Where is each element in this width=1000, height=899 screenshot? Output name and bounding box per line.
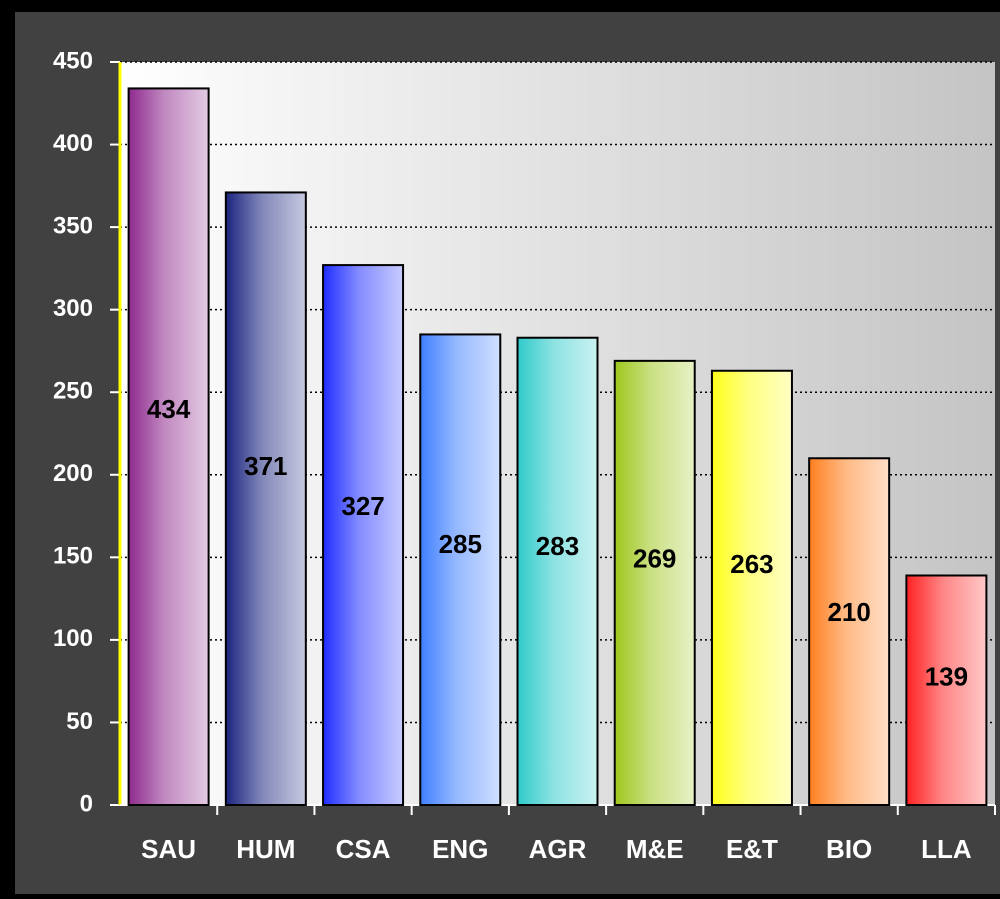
y-tick-label: 200: [53, 460, 93, 487]
x-tick-label: LLA: [921, 834, 972, 864]
value-label: 371: [244, 451, 287, 481]
y-tick-label: 400: [53, 130, 93, 157]
bar: [905, 574, 988, 806]
bar: [516, 336, 599, 806]
bar: [710, 369, 793, 806]
value-label: 263: [730, 549, 773, 579]
value-label: 269: [633, 544, 676, 574]
y-tick-label: 250: [53, 378, 93, 405]
y-tick-label: 50: [66, 708, 93, 735]
y-tick-label: 300: [53, 295, 93, 322]
x-tick-label: AGR: [529, 834, 587, 864]
y-tick-label: 0: [80, 790, 93, 817]
x-tick-label: BIO: [826, 834, 872, 864]
bar: [808, 457, 891, 806]
x-tick-label: HUM: [236, 834, 295, 864]
y-tick-label: 450: [53, 47, 93, 74]
x-tick-label: M&E: [626, 834, 684, 864]
x-tick-label: ENG: [432, 834, 488, 864]
bar: [419, 333, 502, 806]
x-tick-label: E&T: [726, 834, 778, 864]
bar: [322, 264, 405, 806]
x-tick-label: SAU: [141, 834, 196, 864]
y-tick-label: 350: [53, 212, 93, 239]
bar: [613, 359, 696, 806]
bar: [224, 191, 307, 806]
y-tick-label: 100: [53, 625, 93, 652]
value-label: 285: [439, 529, 482, 559]
x-tick-label: CSA: [336, 834, 391, 864]
value-label: 283: [536, 531, 579, 561]
value-label: 434: [147, 394, 191, 424]
value-label: 327: [341, 491, 384, 521]
value-label: 210: [827, 597, 870, 627]
value-label: 139: [925, 662, 968, 692]
y-tick-label: 150: [53, 543, 93, 570]
bar: [127, 87, 210, 806]
